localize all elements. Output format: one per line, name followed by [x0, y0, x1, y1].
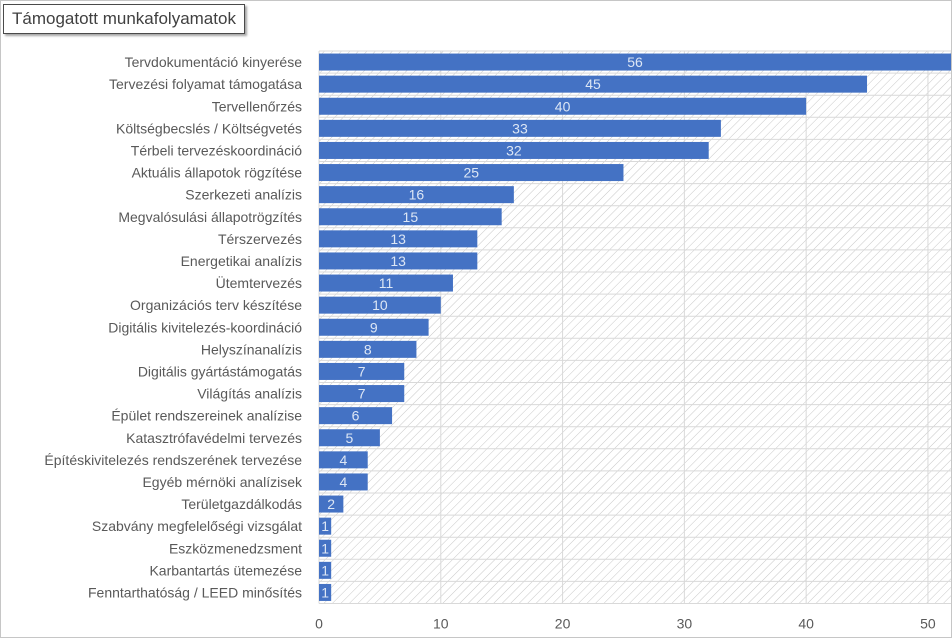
category-label: Digitális gyártástámogatás	[138, 363, 302, 379]
bar-value-label: 6	[352, 408, 360, 424]
category-label: Költségbecslés / Költségvetés	[116, 120, 302, 136]
bar	[319, 141, 709, 159]
bar	[319, 407, 393, 425]
bar-value-label: 9	[370, 319, 378, 335]
bar-value-label: 1	[321, 518, 329, 534]
bar	[319, 429, 380, 447]
category-label: Katasztrófavédelmi tervezés	[126, 430, 302, 446]
category-label: Építéskivitelezés rendszerének tervezése	[44, 452, 302, 468]
bar	[319, 252, 478, 270]
bar-value-label: 13	[390, 253, 406, 269]
x-tick-labels: 0 10 20 30 40 50	[315, 616, 936, 632]
bar-value-label: 40	[555, 98, 571, 114]
category-label: Tervezési folyamat támogatása	[109, 76, 302, 92]
category-label: Tervellenőrzés	[212, 98, 302, 114]
bar	[319, 97, 807, 115]
category-label: Fenntarthatóság / LEED minősítés	[88, 584, 302, 600]
bar-value-label: 4	[339, 474, 347, 490]
bar-value-label: 8	[364, 341, 372, 357]
category-label: Világítás analízis	[197, 386, 302, 402]
bar-value-label: 7	[358, 386, 366, 402]
bar	[319, 362, 405, 380]
bar	[319, 230, 478, 248]
category-label: Területgazdálkodás	[181, 496, 302, 512]
bar	[319, 495, 344, 513]
bar	[319, 539, 332, 557]
bar	[319, 119, 721, 137]
bar-value-label: 25	[463, 165, 479, 181]
bar-value-label: 4	[339, 452, 347, 468]
bar	[319, 296, 441, 314]
bar	[319, 186, 514, 204]
bar-value-label: 56	[627, 54, 643, 70]
bar-value-label: 13	[390, 231, 406, 247]
bar	[319, 75, 868, 93]
bar	[319, 318, 429, 336]
bar-value-label: 7	[358, 363, 366, 379]
bar	[319, 517, 332, 535]
category-label: Aktuális állapotok rögzítése	[132, 165, 303, 181]
bar-value-label: 10	[372, 297, 388, 313]
bars	[319, 53, 951, 601]
bar	[319, 451, 368, 469]
category-label: Megvalósulási állapotrögzítés	[118, 209, 302, 225]
bar-value-label: 11	[379, 275, 394, 291]
category-label: Egyéb mérnöki analízisek	[142, 474, 303, 490]
bar-value-label: 45	[585, 76, 601, 92]
category-label: Tervdokumentáció kinyerése	[125, 54, 303, 70]
bar-value-label: 15	[403, 209, 419, 225]
x-tick-label: 50	[920, 616, 936, 632]
bar-value-label: 32	[506, 142, 522, 158]
category-label: Térszervezés	[218, 231, 302, 247]
bar	[319, 164, 624, 182]
bar	[319, 385, 405, 403]
bar-value-label: 16	[409, 187, 425, 203]
bar-value-label: 33	[512, 120, 528, 136]
category-label: Épület rendszereinek analízise	[111, 408, 302, 424]
bar	[319, 561, 332, 579]
bar-value-label: 1	[321, 540, 329, 556]
x-tick-label: 30	[677, 616, 693, 632]
bar	[319, 208, 502, 226]
category-label: Eszközmenedzsment	[169, 540, 302, 556]
chart-title: Támogatott munkafolyamatok	[3, 4, 245, 34]
category-label: Szerkezeti analízis	[185, 187, 302, 203]
bar	[319, 583, 332, 601]
category-label: Organizációs terv készítése	[130, 297, 302, 313]
bar-value-label: 5	[346, 430, 354, 446]
category-label: Karbantartás ütemezése	[149, 562, 302, 578]
category-label: Szabvány megfelelőségi vizsgálat	[92, 518, 302, 534]
bar-value-label: 1	[321, 562, 329, 578]
x-tick-label: 0	[315, 616, 323, 632]
x-tick-label: 10	[433, 616, 449, 632]
category-label: Helyszínanalízis	[201, 341, 302, 357]
category-label: Digitális kivitelezés-koordináció	[108, 319, 302, 335]
bar	[319, 53, 951, 71]
category-label: Térbeli tervezéskoordináció	[131, 142, 302, 158]
category-label: Ütemtervezés	[216, 274, 302, 291]
category-labels: Tervdokumentáció kinyerése Tervezési foly…	[44, 54, 303, 600]
x-tick-label: 40	[798, 616, 814, 632]
bar	[319, 340, 417, 358]
bar-value-label: 1	[321, 584, 329, 600]
bar-value-label: 2	[327, 496, 335, 512]
bar	[319, 473, 368, 491]
category-label: Energetikai analízis	[181, 253, 302, 269]
bar	[319, 274, 453, 292]
x-tick-label: 20	[555, 616, 571, 632]
